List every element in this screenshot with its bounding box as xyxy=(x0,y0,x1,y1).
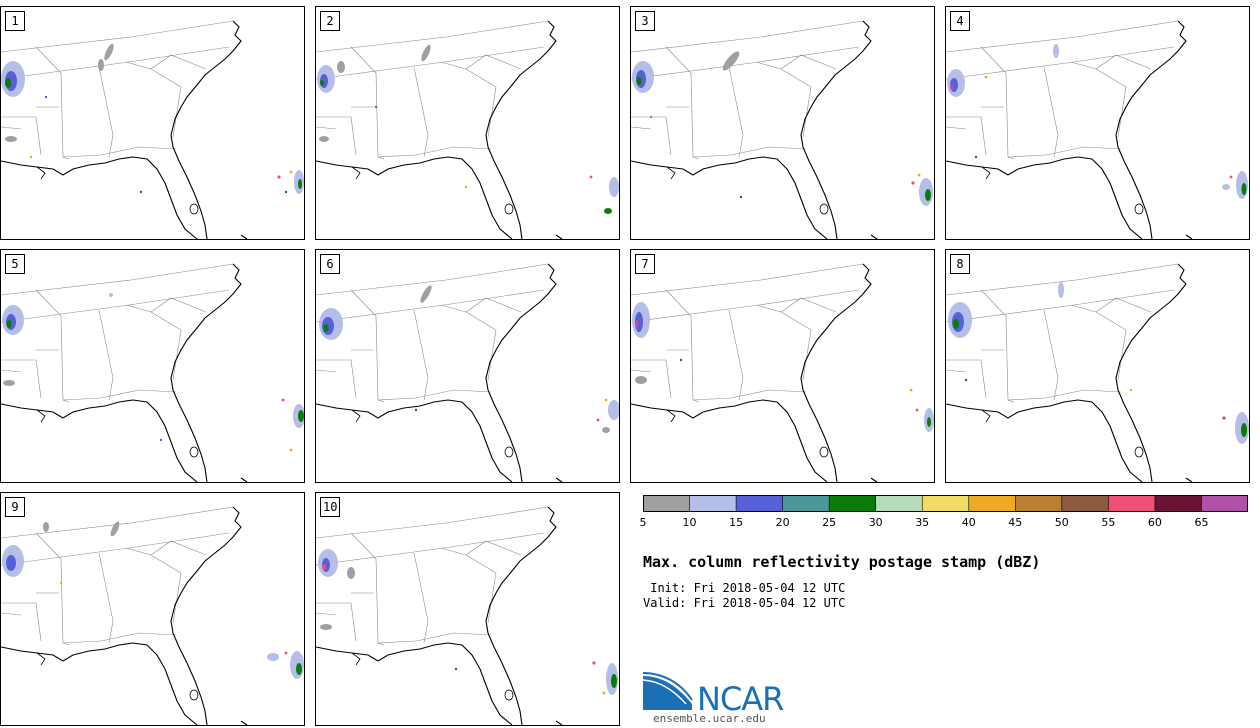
colorbar-tick-label: 60 xyxy=(1147,516,1162,529)
colorbar-segment xyxy=(875,495,923,512)
colorbar-tick-label: 50 xyxy=(1054,516,1069,529)
panel-number-label: 3 xyxy=(635,11,655,31)
ensemble-member-panel: 4 xyxy=(945,6,1250,240)
ensemble-member-panel: 3 xyxy=(630,6,935,240)
reflectivity-map xyxy=(1,7,304,240)
reflectivity-map xyxy=(316,250,619,483)
panel-number-label: 2 xyxy=(320,11,340,31)
colorbar-segment xyxy=(968,495,1016,512)
reflectivity-map xyxy=(946,250,1249,483)
valid-time: Valid: Fri 2018-05-04 12 UTC xyxy=(643,596,846,610)
ncar-logo-text: NCAR xyxy=(697,680,784,718)
figure-title: Max. column reflectivity postage stamp (… xyxy=(643,553,1041,571)
colorbar-tick-label: 40 xyxy=(961,516,976,529)
colorbar-segment xyxy=(1015,495,1063,512)
panel-number-label: 1 xyxy=(5,11,25,31)
ensemble-member-panel: 7 xyxy=(630,249,935,483)
panel-number-label: 5 xyxy=(5,254,25,274)
ensemble-member-panel: 9 xyxy=(0,492,305,726)
reflectivity-map xyxy=(316,7,619,240)
colorbar-segment xyxy=(736,495,784,512)
panel-number-label: 10 xyxy=(320,497,341,517)
ncar-logo-icon xyxy=(642,672,693,710)
colorbar-tick-label: 25 xyxy=(822,516,837,529)
reflectivity-colorbar xyxy=(643,495,1248,512)
colorbar-segment xyxy=(922,495,970,512)
reflectivity-map xyxy=(631,250,934,483)
colorbar-segment xyxy=(643,495,691,512)
colorbar-segment xyxy=(689,495,737,512)
colorbar-tick-label: 10 xyxy=(682,516,697,529)
panel-number-label: 9 xyxy=(5,497,25,517)
ensemble-member-panel: 10 xyxy=(315,492,620,726)
panel-number-label: 6 xyxy=(320,254,340,274)
colorbar-tick-label: 45 xyxy=(1008,516,1023,529)
colorbar-tick-label: 55 xyxy=(1101,516,1116,529)
colorbar-segment xyxy=(829,495,877,512)
reflectivity-map xyxy=(316,493,618,726)
colorbar-tick-label: 5 xyxy=(639,516,647,529)
colorbar-segment xyxy=(1061,495,1109,512)
colorbar-segment xyxy=(1201,495,1248,512)
ensemble-member-panel: 6 xyxy=(315,249,620,483)
ensemble-member-panel: 5 xyxy=(0,249,305,483)
ensemble-member-panel: 2 xyxy=(315,6,620,240)
colorbar-tick-label: 65 xyxy=(1194,516,1209,529)
ensemble-member-panel: 8 xyxy=(945,249,1250,483)
panel-number-label: 4 xyxy=(950,11,970,31)
colorbar-segment xyxy=(1108,495,1156,512)
reflectivity-map xyxy=(631,7,933,240)
colorbar-tick-label: 30 xyxy=(868,516,883,529)
colorbar-segment xyxy=(1154,495,1202,512)
reflectivity-map xyxy=(1,493,304,726)
colorbar-tick-label: 35 xyxy=(915,516,930,529)
colorbar-outline xyxy=(643,495,1248,512)
panel-number-label: 8 xyxy=(950,254,970,274)
colorbar-segment xyxy=(782,495,830,512)
colorbar-tick-label: 20 xyxy=(775,516,790,529)
colorbar-tick-label: 15 xyxy=(729,516,744,529)
panel-number-label: 7 xyxy=(635,254,655,274)
init-time: Init: Fri 2018-05-04 12 UTC xyxy=(643,581,846,595)
reflectivity-map xyxy=(1,250,304,483)
reflectivity-map xyxy=(946,7,1248,240)
ensemble-member-panel: 1 xyxy=(0,6,305,240)
ensemble-url: ensemble.ucar.edu xyxy=(653,712,766,725)
